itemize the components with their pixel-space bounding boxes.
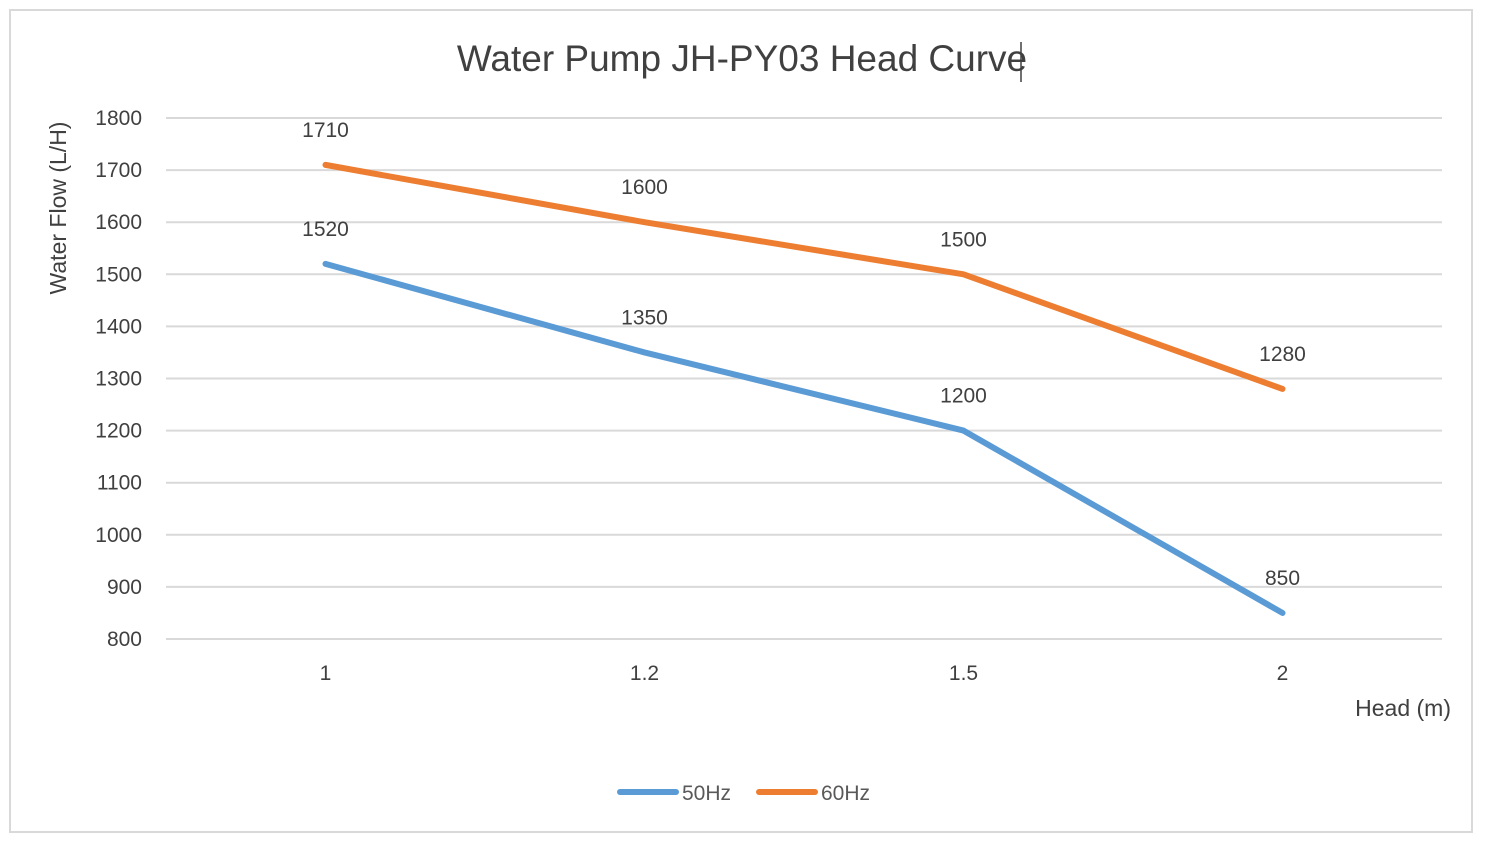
y-tick-label: 1000 [95,524,142,547]
chart-frame [9,9,1473,833]
series-line-50hz [322,260,1286,616]
x-tick-label: 1.2 [630,662,659,685]
y-tick-label: 900 [107,576,142,599]
y-tick-label: 1200 [95,420,142,443]
y-tick-label: 1300 [95,368,142,391]
data-label: 1200 [940,385,987,408]
y-tick-label: 1700 [95,159,142,182]
gridlines [166,117,1442,640]
data-labels: 1520 1350 1200 850 1710 1600 1500 1280 [302,119,1306,590]
data-label: 850 [1265,567,1300,590]
series [322,161,1286,616]
y-tick-label: 1500 [95,263,142,286]
x-axis-title: Head (m) [1355,695,1451,721]
data-label: 1600 [621,176,668,199]
series-line-60hz [322,161,1286,392]
data-label: 1350 [621,306,668,329]
y-axis-title: Water Flow (L/H) [45,122,71,295]
legend-label-50hz: 50Hz [682,782,731,805]
y-tick-label: 1100 [97,472,142,495]
legend-label-60hz: 60Hz [821,782,870,805]
y-tick-label: 1800 [95,107,142,130]
x-axis-ticks: 1 1.2 1.5 2 [320,662,1289,685]
y-axis-ticks: 800 900 1000 1100 1200 1300 1400 1500 1600 1700 18… [95,107,142,651]
x-tick-label: 1 [320,662,332,685]
y-tick-label: 1600 [95,211,142,234]
y-tick-label: 1400 [95,315,142,338]
data-label: 1710 [302,119,349,142]
data-label: 1520 [302,218,349,241]
chart-title: Water Pump JH-PY03 Head Curve [457,38,1027,79]
x-tick-label: 1.5 [949,662,978,685]
legend: 50Hz 60Hz [617,782,870,805]
data-label: 1500 [940,228,987,251]
x-tick-label: 2 [1277,662,1289,685]
y-tick-label: 800 [107,628,142,651]
data-label: 1280 [1259,343,1306,366]
